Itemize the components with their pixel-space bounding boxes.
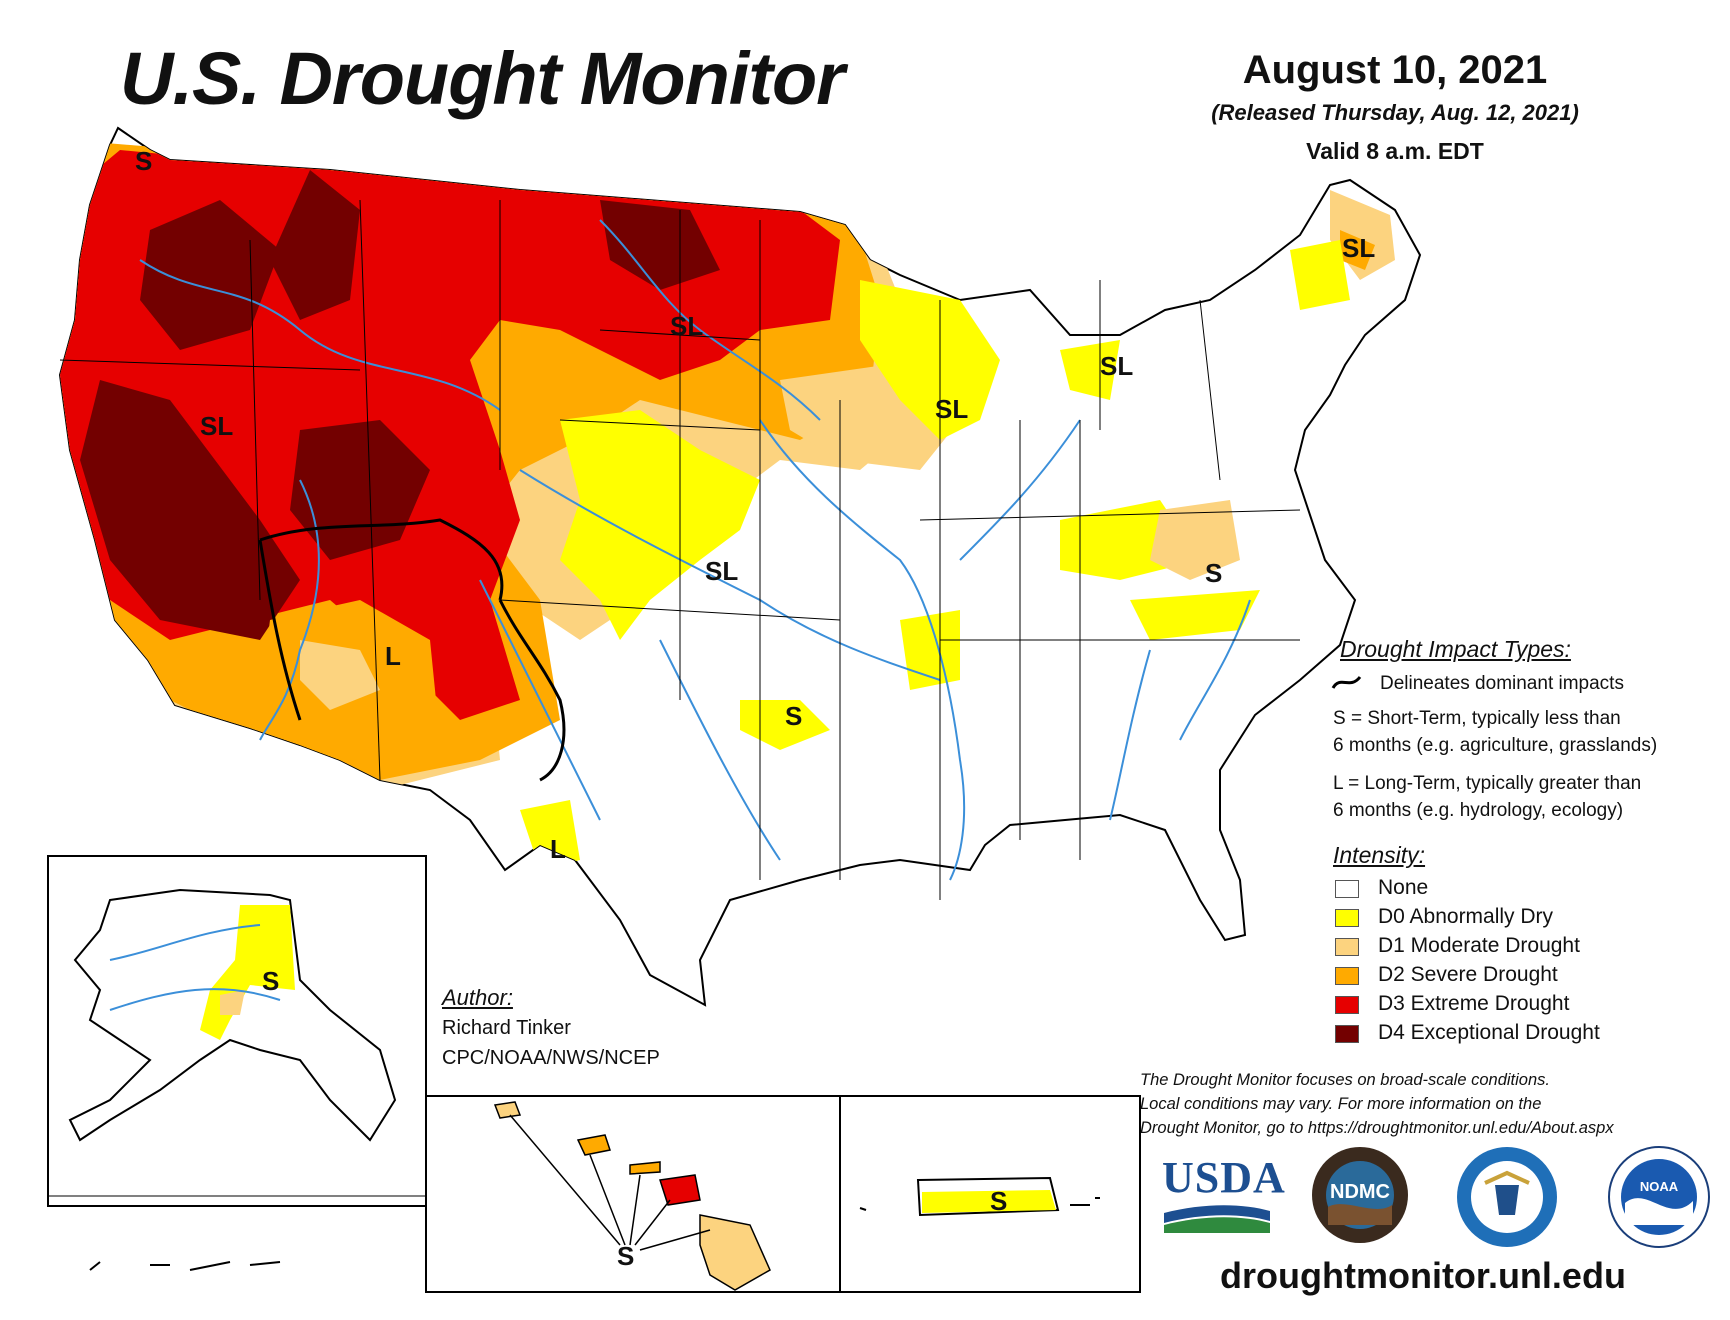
impact-long-term-line1: L = Long-Term, typically greater than	[1333, 773, 1642, 794]
d4-area-nw	[140, 200, 280, 350]
d0-area-midwest	[860, 280, 1000, 440]
puerto-rico-d0	[922, 1190, 1056, 1213]
author-org: CPC/NOAA/NWS/NCEP	[442, 1047, 660, 1069]
usda-logo: USDA	[1162, 1152, 1286, 1242]
d0-area-carolina	[1130, 590, 1260, 640]
d0-area-plains	[560, 410, 760, 640]
disclaimer-line2: Local conditions may vary. For more info…	[1140, 1095, 1542, 1113]
impact-types-heading: Drought Impact Types:	[1340, 636, 1571, 662]
impact-short-term-line1: S = Short-Term, typically less than	[1333, 708, 1621, 729]
intensity-heading: Intensity:	[1333, 842, 1426, 868]
legend-d3: D3 Extreme Drought	[1378, 992, 1570, 1015]
d2-area-maine	[1340, 230, 1375, 270]
label-sl-michigan: SL	[1100, 351, 1133, 381]
d0-area-michigan	[1060, 340, 1120, 400]
label-sl-kansas: SL	[705, 556, 738, 586]
swatch-d4	[1335, 1025, 1359, 1043]
label-s-hawaii: S	[617, 1241, 634, 1271]
map-title: U.S. Drought Monitor	[120, 37, 845, 120]
label-sl-maine: SL	[1342, 233, 1375, 263]
puerto-rico-inset	[839, 1095, 1141, 1293]
hawaii-kauai	[493, 1101, 522, 1119]
map-date: August 10, 2021	[1242, 48, 1548, 92]
legend-d0: D0 Abnormally Dry	[1378, 905, 1554, 928]
noaa-logo-seal	[1608, 1146, 1710, 1248]
author-name: Richard Tinker	[442, 1017, 571, 1039]
impact-delineates: Delineates dominant impacts	[1380, 673, 1624, 694]
hawaii-oahu	[576, 1134, 611, 1156]
alaska-inset	[47, 855, 427, 1271]
legend-none: None	[1378, 876, 1429, 899]
alaska-d1	[220, 990, 245, 1015]
impact-boundaries	[258, 518, 566, 782]
impact-labels: S SL SL SL SL SL SL L L S S S S S	[135, 146, 1375, 1271]
d1-area-arizona	[300, 640, 380, 710]
author-heading: Author:	[442, 985, 513, 1010]
d4-area-nd	[600, 200, 720, 290]
swatch-d3	[1335, 996, 1359, 1014]
label-l-arizona: L	[385, 641, 401, 671]
d0-area-new-england	[1290, 240, 1350, 310]
noaa-logo-text: NOAA	[1639, 1179, 1679, 1194]
noaa-logo: NOAA	[1607, 1145, 1711, 1249]
label-s-washington: S	[135, 146, 152, 176]
hawaii-inset	[425, 1095, 841, 1293]
d4-area-montana	[270, 170, 360, 320]
valid-time: Valid 8 a.m. EDT	[1306, 138, 1484, 164]
website-url[interactable]: droughtmonitor.unl.edu	[1220, 1255, 1626, 1296]
commerce-logo-seal	[1457, 1147, 1557, 1247]
legend-d4: D4 Exceptional Drought	[1378, 1021, 1600, 1044]
swatch-d1	[1335, 938, 1359, 956]
swatch-d0	[1335, 909, 1359, 927]
label-s-virginia: S	[1205, 558, 1222, 588]
usda-logo-text: USDA	[1162, 1153, 1286, 1202]
hawaii-maui	[659, 1174, 701, 1206]
d1-area-virginia	[1150, 500, 1240, 580]
release-date: (Released Thursday, Aug. 12, 2021)	[1211, 100, 1579, 125]
ndmc-logo-text: NDMC	[1330, 1181, 1390, 1203]
swatch-d2	[1335, 967, 1359, 985]
label-l-texas: L	[550, 834, 566, 864]
impact-line-symbol	[1331, 675, 1362, 689]
disclaimer-line3: Drought Monitor, go to https://droughtmo…	[1140, 1119, 1614, 1137]
d4-area-gb	[80, 380, 300, 640]
usda-logo-swoosh	[1164, 1205, 1270, 1233]
hawaii-molokai	[629, 1161, 661, 1175]
label-sl-dakota: SL	[670, 311, 703, 341]
legend-d2: D2 Severe Drought	[1378, 963, 1558, 986]
legend-d1: D1 Moderate Drought	[1378, 934, 1580, 957]
hawaii-pointer-lines	[509, 1114, 711, 1251]
label-s-oklahoma: S	[785, 701, 802, 731]
swatch-none	[1335, 880, 1359, 898]
label-s-alaska: S	[262, 966, 279, 996]
hawaii-big-island	[699, 1214, 771, 1291]
ndmc-logo-seal	[1312, 1147, 1408, 1243]
ndmc-logo: NDMC	[1310, 1145, 1410, 1245]
disclaimer-line1: The Drought Monitor focuses on broad-sca…	[1140, 1071, 1550, 1089]
label-sl-iowa: SL	[935, 394, 968, 424]
conus-map	[58, 126, 1422, 1007]
impact-short-term-line2: 6 months (e.g. agriculture, grasslands)	[1333, 735, 1658, 756]
impact-long-term-line2: 6 months (e.g. hydrology, ecology)	[1333, 800, 1624, 821]
disclaimer: The Drought Monitor focuses on broad-sca…	[1140, 1068, 1700, 1140]
commerce-logo	[1455, 1145, 1559, 1249]
state-borders	[59, 199, 1301, 900]
label-s-puerto-rico: S	[990, 1186, 1007, 1216]
label-sl-idaho: SL	[200, 411, 233, 441]
d0-area-oklahoma	[740, 700, 830, 750]
